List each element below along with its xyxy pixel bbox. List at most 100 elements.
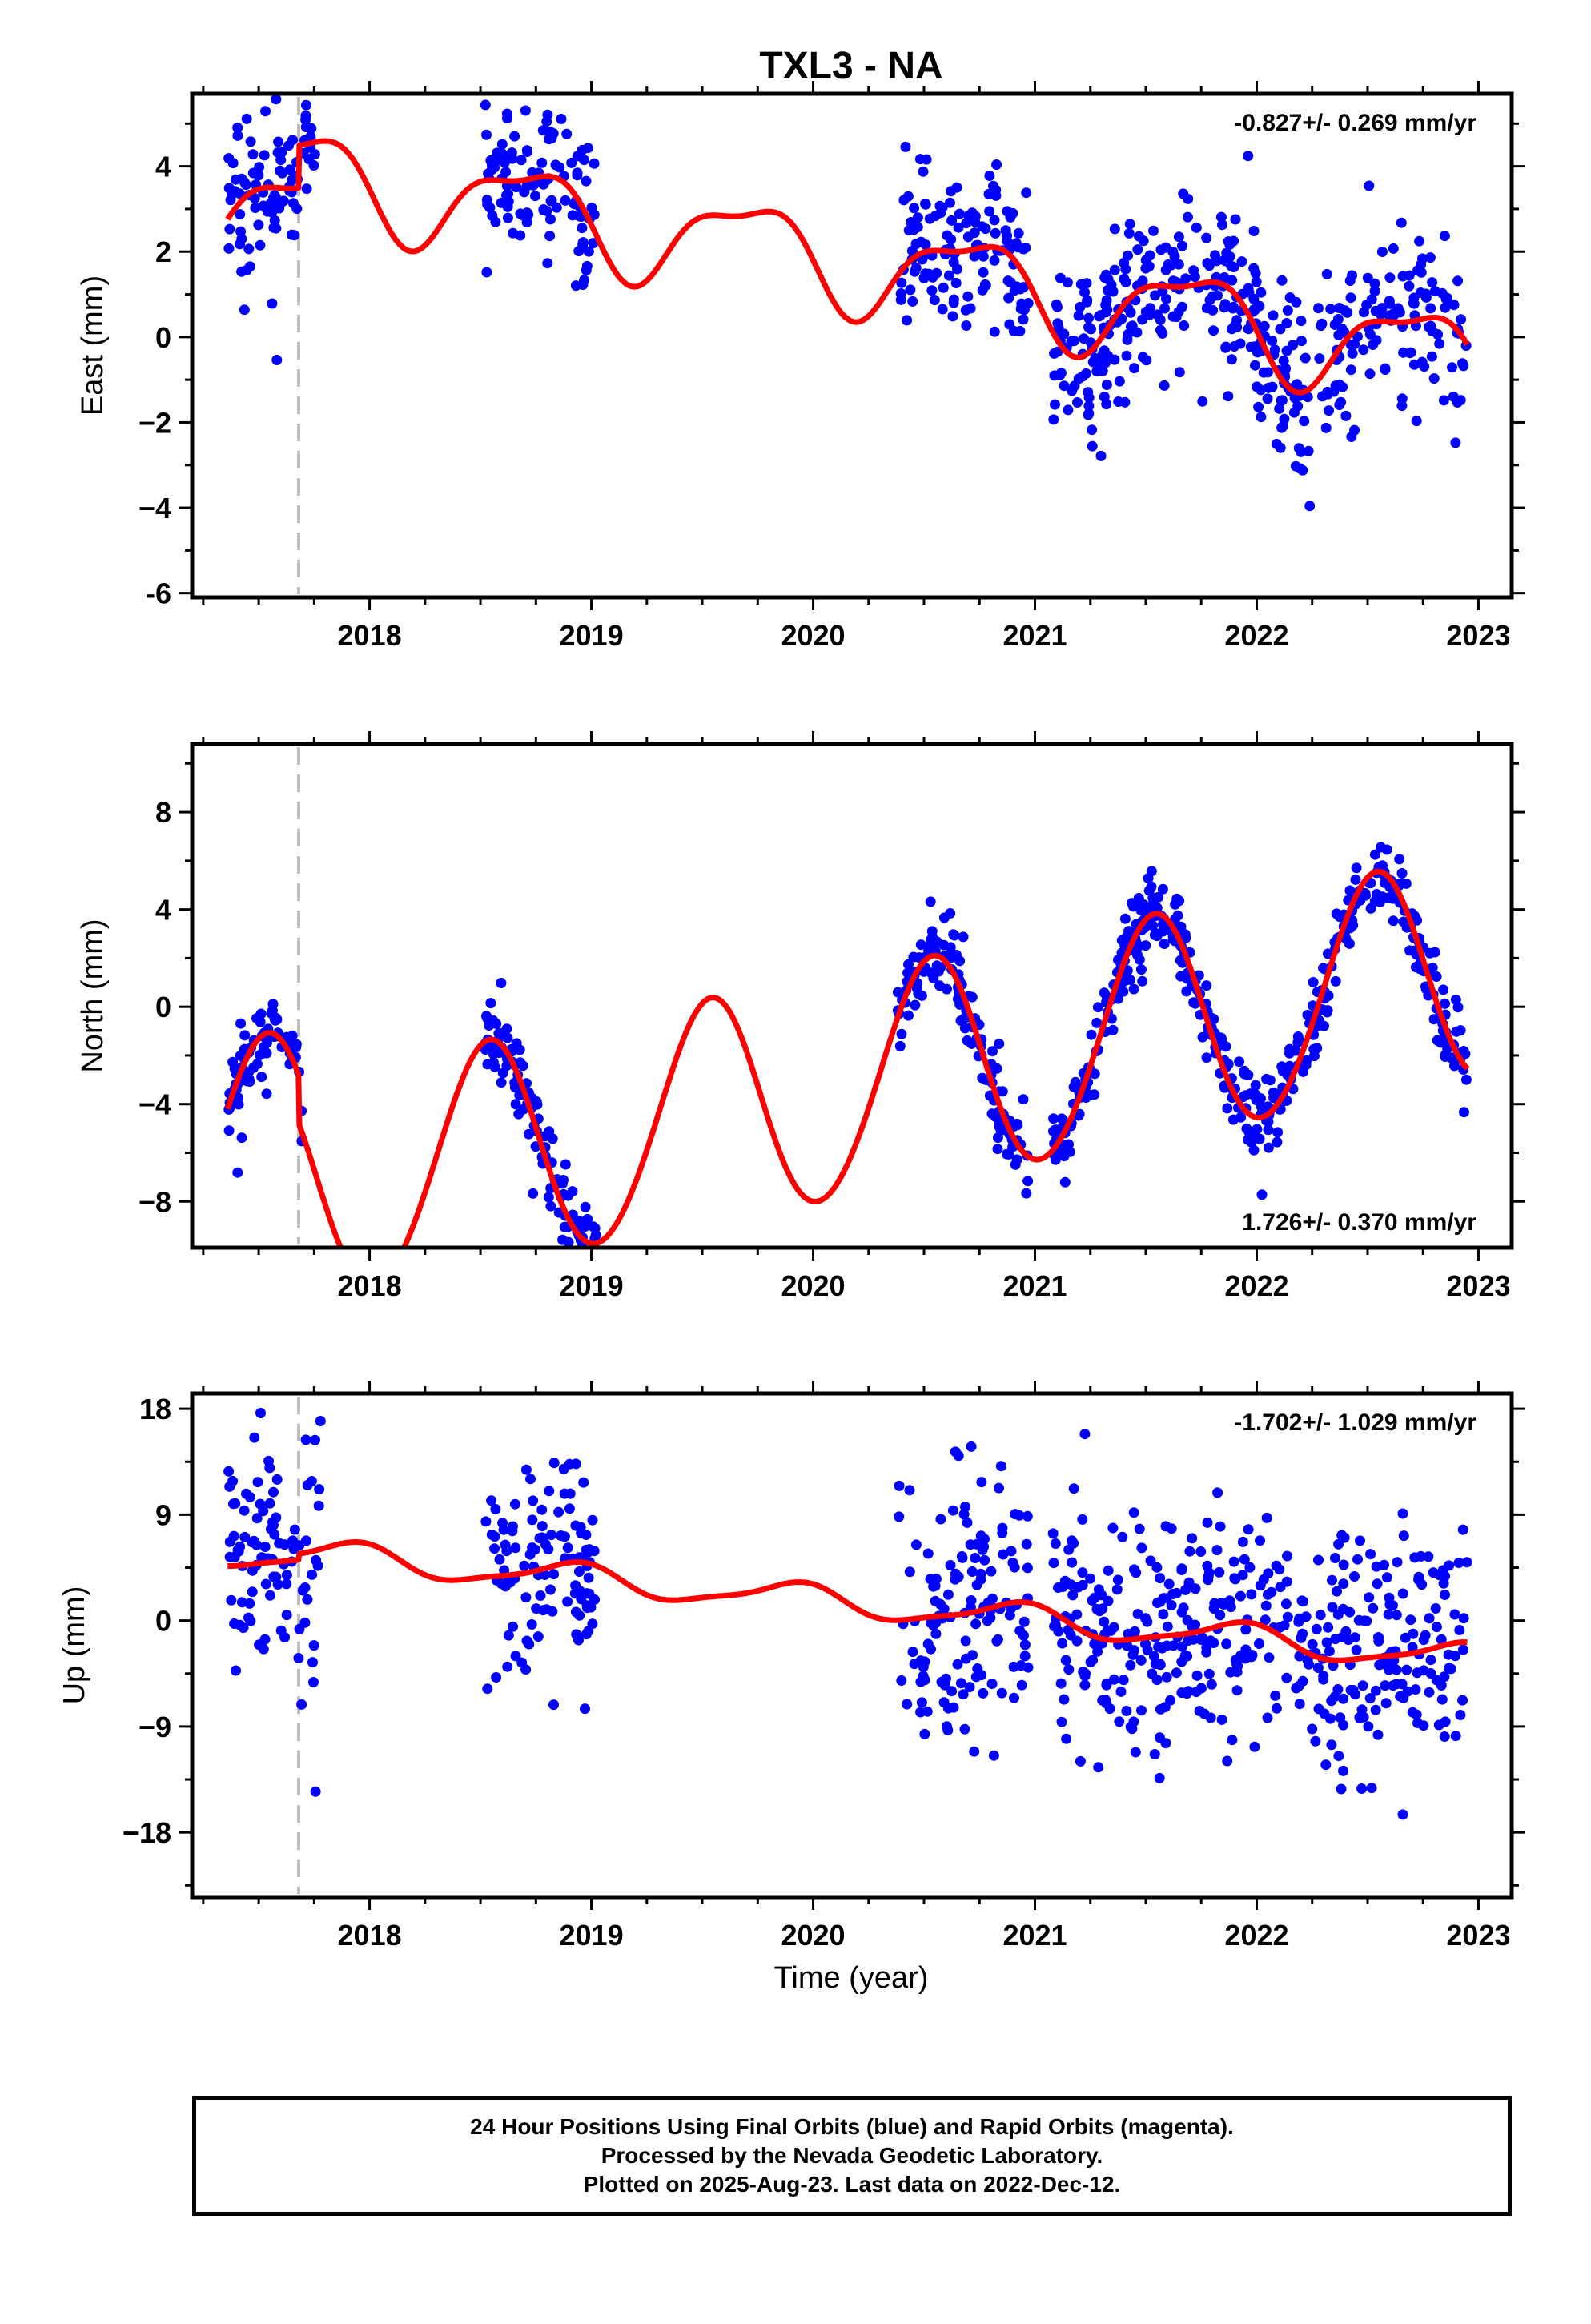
data-point <box>236 1132 247 1144</box>
data-point <box>1449 1060 1460 1072</box>
data-point <box>1404 280 1415 292</box>
data-point <box>1145 303 1156 314</box>
data-point <box>1219 272 1230 283</box>
data-point <box>1323 948 1333 959</box>
data-point <box>1438 395 1449 406</box>
data-point <box>1075 301 1086 312</box>
data-point <box>1022 1662 1034 1673</box>
data-point <box>1384 272 1396 283</box>
data-point <box>1436 1634 1447 1645</box>
data-point <box>1338 1719 1349 1731</box>
data-point <box>1256 1189 1268 1200</box>
data-point <box>1397 1508 1408 1519</box>
data-point <box>265 1590 275 1601</box>
data-point <box>1279 1620 1290 1631</box>
data-point <box>902 967 914 979</box>
data-point <box>1289 392 1300 404</box>
data-point <box>902 191 914 202</box>
data-point <box>1376 842 1386 853</box>
data-point <box>302 81 312 91</box>
data-point <box>896 1675 907 1686</box>
data-point <box>1310 1735 1321 1747</box>
data-point <box>1445 1052 1456 1063</box>
data-point <box>1219 302 1230 313</box>
panel-east: 2018 2019 2020 2021 2022 2023 -6 −4 −2 0 2 4 East (m… <box>76 81 1525 652</box>
data-point <box>1079 1679 1091 1691</box>
data-point <box>1129 363 1139 374</box>
data-point <box>1461 1557 1472 1568</box>
data-point <box>258 1643 269 1655</box>
data-point <box>1458 1046 1469 1056</box>
data-point <box>909 203 920 214</box>
data-point <box>919 1656 930 1667</box>
data-point <box>1293 1035 1304 1045</box>
data-point <box>1018 1616 1030 1627</box>
data-point <box>1448 391 1459 402</box>
data-point <box>1132 1609 1143 1619</box>
data-point <box>494 1027 505 1039</box>
data-point <box>1408 1628 1419 1639</box>
data-point <box>536 1504 548 1515</box>
data-point <box>1358 344 1369 356</box>
data-point <box>1436 287 1448 299</box>
data-point <box>1203 1574 1214 1586</box>
data-point <box>1227 301 1239 312</box>
data-point <box>1108 1674 1119 1685</box>
data-point <box>1346 432 1357 442</box>
data-point <box>1337 381 1348 392</box>
data-point <box>1203 1668 1215 1679</box>
data-point <box>1021 187 1032 199</box>
data-point <box>1277 420 1288 432</box>
data-point <box>1453 1558 1464 1568</box>
data-point <box>1201 232 1212 243</box>
data-point <box>544 1486 555 1497</box>
data-point <box>920 268 931 279</box>
data-point <box>1101 380 1112 390</box>
data-point <box>500 167 512 178</box>
data-point <box>992 1132 1003 1144</box>
data-point <box>1364 180 1375 191</box>
data-point <box>256 1048 267 1059</box>
data-point <box>1201 980 1212 991</box>
y-tick-label: −8 <box>139 1185 171 1218</box>
data-point <box>1416 267 1427 278</box>
data-point <box>543 1192 554 1203</box>
data-point <box>1340 305 1351 316</box>
data-point <box>1171 1667 1182 1679</box>
data-point <box>1053 1582 1063 1593</box>
data-point <box>1080 1092 1091 1103</box>
data-point <box>1222 1755 1233 1767</box>
data-point <box>994 1039 1005 1049</box>
data-point <box>926 944 937 955</box>
data-point <box>1361 1615 1372 1626</box>
data-point <box>528 1188 539 1199</box>
data-point <box>962 1035 973 1046</box>
data-point <box>991 159 1002 170</box>
data-point <box>1155 244 1167 255</box>
data-point <box>1429 947 1440 958</box>
data-point <box>1128 1645 1139 1656</box>
data-point <box>1281 345 1292 356</box>
data-point <box>310 1786 321 1797</box>
data-point <box>1100 307 1111 318</box>
data-point <box>243 243 255 255</box>
data-point <box>959 1723 970 1735</box>
data-point <box>1048 1113 1059 1124</box>
data-point <box>1134 1523 1145 1534</box>
data-point <box>578 1477 589 1488</box>
data-point <box>904 1485 915 1496</box>
data-point <box>1439 1671 1450 1683</box>
data-point <box>1212 290 1223 301</box>
data-point <box>314 1484 325 1495</box>
data-point <box>1087 440 1098 452</box>
data-point <box>1079 1429 1091 1440</box>
data-point <box>954 208 965 219</box>
data-point <box>302 1594 313 1605</box>
data-point <box>576 1594 587 1605</box>
data-point <box>308 160 319 171</box>
data-point <box>1176 1641 1187 1652</box>
data-point <box>1228 262 1239 272</box>
data-point <box>1276 395 1288 406</box>
data-point <box>300 1434 311 1445</box>
data-point <box>1364 1592 1375 1603</box>
